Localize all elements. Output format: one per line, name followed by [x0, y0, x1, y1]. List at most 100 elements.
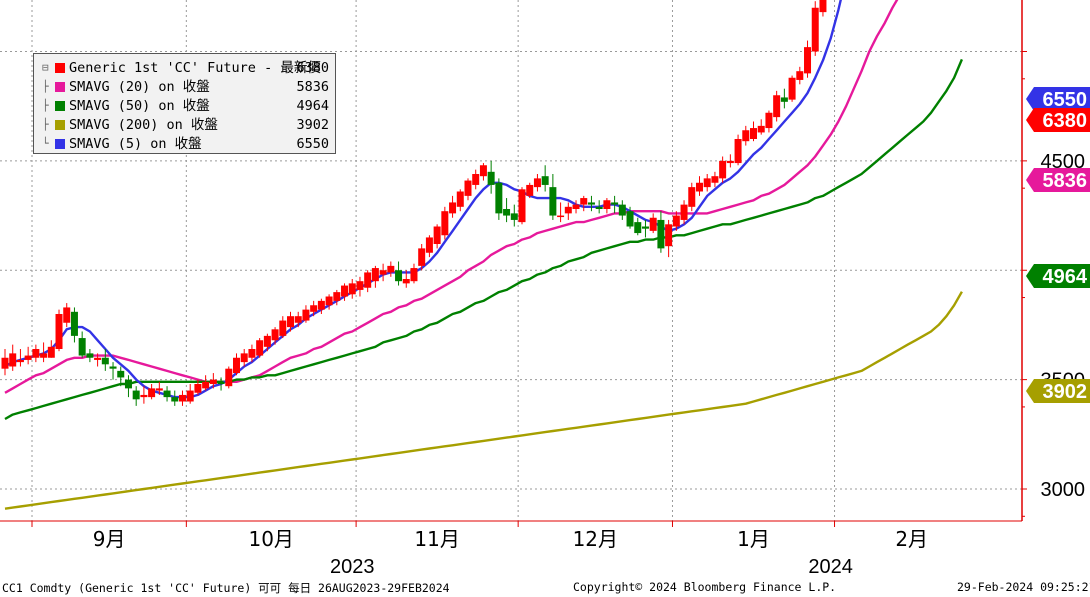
last-value-tag	[1026, 379, 1090, 403]
candle-body	[55, 314, 63, 349]
x-month-label: 11月	[414, 527, 459, 551]
candle-body	[796, 71, 804, 80]
last-value-tag	[1026, 87, 1090, 111]
y-axis: 300035004500550060007000	[1021, 0, 1085, 521]
candle-body	[425, 237, 433, 253]
last-value-text: 5836	[1043, 170, 1088, 192]
candle-body	[672, 215, 680, 227]
footer-copyright: Copyright© 2024 Bloomberg Finance L.P.	[573, 580, 837, 594]
candle-body	[734, 139, 742, 164]
legend-row-price: ⊟ Generic 1st 'CC' Future - 最新價 6380	[42, 60, 329, 76]
candle-body	[379, 270, 387, 275]
ma-line	[4, 58, 964, 421]
candle-body	[472, 174, 480, 185]
candle-body	[1, 357, 9, 369]
candle-body	[209, 379, 217, 384]
candle-body	[124, 379, 132, 389]
x-month-label: 9月	[93, 527, 126, 551]
ma-line	[4, 0, 899, 394]
candle-body	[618, 204, 626, 216]
candlesticks	[1, 0, 827, 406]
candle-body	[155, 388, 163, 391]
candle-body	[711, 176, 719, 183]
candle-body	[232, 357, 240, 374]
candle-body	[804, 47, 812, 74]
candle-body	[109, 366, 117, 369]
candle-body	[40, 353, 48, 358]
candle-body	[9, 353, 17, 367]
candle-body	[464, 180, 472, 196]
candle-body	[24, 355, 32, 360]
last-value-text: 6550	[1043, 89, 1088, 111]
candle-body	[225, 368, 233, 387]
candle-body	[811, 7, 819, 52]
candle-body	[256, 340, 264, 356]
legend-value: 5836	[296, 79, 329, 95]
legend-swatch	[55, 101, 65, 111]
legend-label: SMAVG (20) on 收盤	[69, 79, 210, 95]
candle-body	[719, 160, 727, 179]
candle-body	[16, 359, 24, 363]
candle-body	[564, 206, 572, 214]
candle-body	[202, 381, 210, 389]
candle-body	[194, 384, 202, 393]
candle-body	[86, 353, 94, 358]
candle-body	[163, 390, 171, 398]
candle-body	[294, 316, 302, 323]
candle-body	[503, 209, 511, 216]
candle-body	[148, 388, 156, 398]
candle-body	[271, 329, 279, 341]
x-month-label: 1月	[737, 527, 770, 551]
candle-body	[819, 0, 827, 13]
candle-body	[47, 346, 55, 358]
last-value-tag	[1026, 108, 1090, 132]
candle-body	[703, 178, 711, 188]
candle-body	[510, 213, 518, 220]
candle-body	[171, 397, 179, 402]
candle-body	[611, 202, 619, 205]
legend-label: SMAVG (5) on 收盤	[69, 136, 202, 152]
legend-swatch	[55, 120, 65, 130]
candle-body	[70, 311, 78, 336]
candle-body	[695, 182, 703, 192]
candle-body	[688, 187, 696, 207]
candle-body	[456, 191, 464, 207]
legend-value: 3902	[296, 117, 329, 133]
legend-value: 6550	[296, 136, 329, 152]
candle-body	[402, 279, 410, 284]
candle-body	[94, 357, 102, 360]
candle-body	[657, 219, 665, 249]
candle-body	[626, 211, 634, 227]
last-value-text: 6380	[1043, 110, 1088, 132]
candle-body	[479, 165, 487, 177]
candle-body	[487, 171, 495, 185]
candle-body	[325, 296, 333, 306]
candle-body	[742, 130, 750, 142]
candle-body	[757, 125, 765, 133]
last-value-text: 3902	[1043, 381, 1088, 403]
candle-body	[178, 394, 186, 402]
legend-row-smavg50: ├ SMAVG (50) on 收盤 4964	[42, 98, 329, 114]
legend-label: Generic 1st 'CC' Future - 最新價	[69, 60, 321, 76]
candle-body	[665, 224, 673, 247]
candle-body	[418, 248, 426, 266]
legend-row-smavg200: ├ SMAVG (200) on 收盤 3902	[42, 117, 329, 133]
candle-body	[495, 182, 503, 214]
candle-body	[634, 222, 642, 234]
candle-body	[557, 215, 565, 218]
x-month-label: 12月	[573, 527, 618, 551]
candle-body	[263, 335, 271, 347]
candle-body	[395, 270, 403, 282]
candle-body	[140, 394, 148, 398]
candle-body	[533, 178, 541, 188]
legend-row-smavg5: └ SMAVG (5) on 收盤 6550	[42, 136, 329, 152]
candle-body	[750, 128, 758, 139]
candle-body	[364, 272, 372, 288]
legend-swatch	[55, 139, 65, 149]
last-value-tag	[1026, 264, 1090, 288]
legend-value: 4964	[296, 98, 329, 114]
candle-body	[773, 95, 781, 118]
candle-body	[680, 204, 688, 220]
candle-body	[603, 200, 611, 209]
legend-row-smavg20: ├ SMAVG (20) on 收盤 5836	[42, 79, 329, 95]
